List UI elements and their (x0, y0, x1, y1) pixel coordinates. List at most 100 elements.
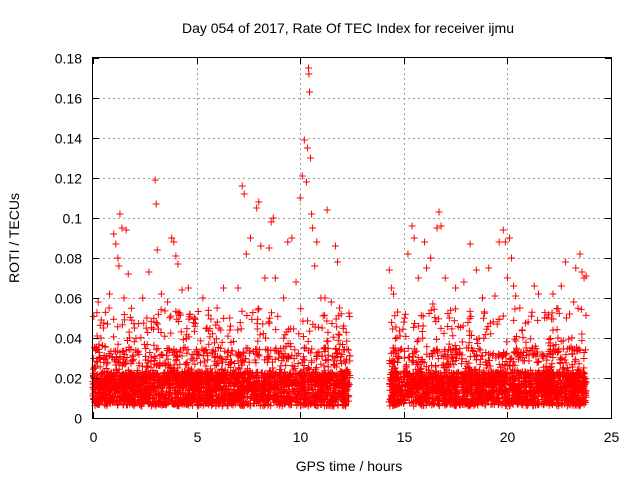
data-point (211, 353, 219, 361)
data-point (237, 325, 245, 333)
data-point (535, 377, 543, 385)
data-point (194, 308, 202, 316)
data-point (207, 398, 215, 406)
data-point (539, 386, 547, 394)
data-point (391, 364, 399, 372)
data-point (173, 315, 181, 323)
data-point (182, 360, 190, 368)
data-point (100, 358, 108, 366)
data-point (246, 371, 254, 379)
data-point (485, 370, 493, 378)
data-point (190, 319, 198, 327)
data-point (539, 369, 547, 377)
data-point (166, 314, 174, 322)
data-point (434, 355, 442, 363)
data-point (163, 347, 171, 355)
data-point (120, 355, 128, 363)
data-point (463, 376, 471, 384)
data-point (230, 375, 238, 383)
data-point (189, 381, 197, 389)
data-point (400, 354, 408, 362)
data-point (108, 353, 116, 361)
data-point (181, 391, 189, 399)
data-point (250, 386, 258, 394)
data-point (157, 329, 165, 337)
data-point (470, 366, 478, 374)
data-point (112, 358, 120, 366)
data-point (212, 399, 220, 407)
data-point (475, 387, 483, 395)
data-point (181, 374, 189, 382)
data-point (105, 304, 113, 312)
data-point (312, 378, 320, 386)
data-point (191, 315, 199, 323)
data-point (477, 374, 485, 382)
data-point (96, 363, 104, 371)
data-point (219, 385, 227, 393)
data-point (164, 361, 172, 369)
data-point (121, 394, 129, 402)
data-point (429, 374, 437, 382)
data-point (563, 402, 571, 410)
data-point (269, 364, 277, 372)
data-point (440, 353, 448, 361)
data-point (459, 379, 467, 387)
data-point (397, 377, 405, 385)
data-point (227, 380, 235, 388)
data-point (449, 332, 457, 340)
data-point (220, 314, 228, 322)
data-point (142, 345, 150, 353)
data-point (242, 355, 250, 363)
data-point (106, 371, 114, 379)
data-point (232, 371, 240, 379)
data-point (575, 345, 583, 353)
data-point (152, 318, 160, 326)
data-point (324, 363, 332, 371)
data-point (329, 333, 337, 341)
data-point (401, 392, 409, 400)
data-point (535, 357, 543, 365)
data-point (250, 395, 258, 403)
data-point (164, 370, 172, 378)
data-point (280, 373, 288, 381)
data-point (332, 360, 340, 368)
data-point (189, 390, 197, 398)
data-point (498, 368, 506, 376)
data-point (328, 320, 336, 328)
data-point (408, 358, 416, 366)
data-point (185, 315, 193, 323)
data-point (336, 331, 344, 339)
data-point (527, 335, 535, 343)
data-point (413, 380, 421, 388)
data-point (549, 368, 557, 376)
data-point (142, 352, 150, 360)
data-point (251, 356, 259, 364)
data-point (345, 309, 353, 317)
data-point (203, 378, 211, 386)
data-point (242, 397, 250, 405)
data-point (297, 401, 305, 409)
data-point (470, 396, 478, 404)
data-point (262, 334, 270, 342)
data-point (413, 338, 421, 346)
data-point (337, 368, 345, 376)
data-point (317, 380, 325, 388)
data-point (474, 339, 482, 347)
data-point (400, 318, 408, 326)
data-point (398, 345, 406, 353)
data-point (204, 352, 212, 360)
data-point (473, 335, 481, 343)
data-point (176, 384, 184, 392)
data-point (334, 336, 342, 344)
data-point (404, 344, 412, 352)
data-point (164, 389, 172, 397)
data-point (238, 307, 246, 315)
data-point (419, 380, 427, 388)
data-point (463, 362, 471, 370)
data-point (508, 380, 516, 388)
data-point (100, 351, 108, 359)
data-point (173, 401, 181, 409)
data-point (323, 383, 331, 391)
data-point (554, 348, 562, 356)
data-point (562, 351, 570, 359)
